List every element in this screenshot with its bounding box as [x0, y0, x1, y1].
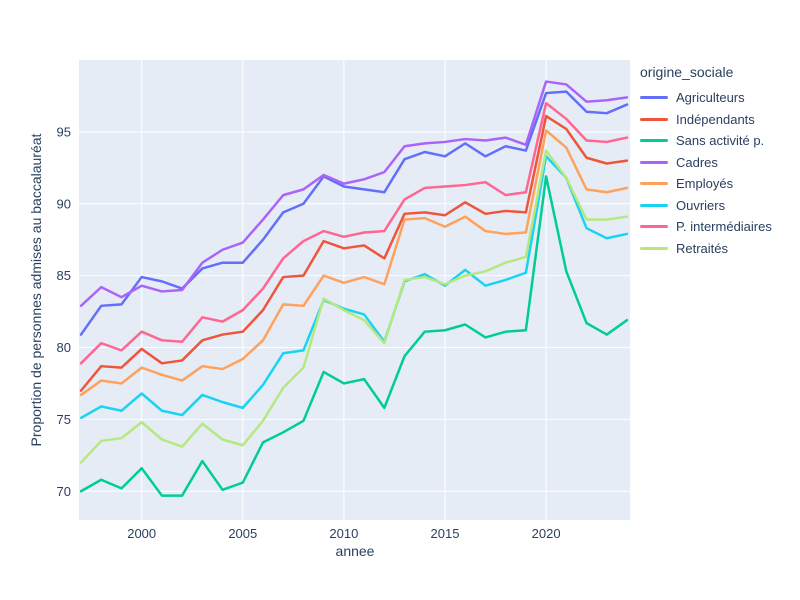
y-tick-label: 85 [57, 268, 71, 283]
legend-items: Agriculteurs Indépendants Sans activité p.… [640, 87, 772, 259]
x-axis-title: annee [335, 543, 375, 559]
x-tick-label: 2010 [329, 526, 358, 541]
series-line-sans-activite-p [79, 175, 629, 497]
legend-item-ouvriers[interactable]: Ouvriers [640, 195, 772, 217]
y-tick-label: 80 [57, 340, 71, 355]
legend-item-independants[interactable]: Indépendants [640, 109, 772, 131]
x-tick-label: 2015 [431, 526, 460, 541]
y-tick-label: 75 [57, 412, 71, 427]
legend-item-label: Cadres [676, 154, 718, 170]
series-line-independants [79, 114, 629, 392]
legend-swatch-line [640, 117, 668, 121]
legend: origine_sociale Agriculteurs Indépendants… [640, 64, 772, 259]
legend-item-p-intermediaires[interactable]: P. intermédiaires [640, 216, 772, 238]
legend-swatch-line [640, 182, 668, 186]
legend-item-label: Retraités [676, 240, 729, 256]
legend-item-label: Employés [676, 176, 734, 192]
legend-swatch-line [640, 160, 668, 164]
legend-item-sans-activite-p[interactable]: Sans activité p. [640, 130, 772, 152]
legend-item-employes[interactable]: Employés [640, 173, 772, 195]
legend-title: origine_sociale [640, 64, 734, 80]
y-tick-label: 90 [57, 196, 71, 211]
y-tick-label: 70 [57, 484, 71, 499]
x-tick-label: 2000 [127, 526, 156, 541]
y-axis-title: Proportion de personnes admises au bacca… [28, 133, 44, 447]
series-line-p-intermediaires [79, 101, 629, 365]
legend-item-agriculteurs[interactable]: Agriculteurs [640, 87, 772, 109]
legend-swatch-line [640, 96, 668, 100]
y-tick-label: 95 [57, 124, 71, 139]
legend-swatch-line [640, 246, 668, 250]
legend-item-retraites[interactable]: Retraités [640, 238, 772, 260]
legend-swatch-line [640, 203, 668, 207]
axis-ticks: 2000 2005 2010 2015 2020 70 75 80 85 90 95 [57, 124, 561, 541]
legend-item-label: P. intermédiaires [676, 219, 772, 235]
x-tick-label: 2005 [228, 526, 257, 541]
series-line-retraites [79, 149, 629, 464]
series-line-ouvriers [79, 155, 629, 420]
plot-area [79, 60, 630, 520]
legend-swatch-line [640, 225, 668, 229]
legend-item-label: Indépendants [676, 111, 755, 127]
legend-item-label: Ouvriers [676, 197, 726, 213]
legend-item-label: Sans activité p. [676, 133, 765, 149]
legend-item-label: Agriculteurs [676, 90, 745, 106]
legend-swatch-line [640, 139, 668, 143]
series-lines [79, 80, 629, 497]
legend-item-cadres[interactable]: Cadres [640, 152, 772, 174]
series-line-employes [79, 129, 629, 397]
series-line-cadres [79, 80, 629, 308]
series-line-agriculteurs [79, 90, 629, 336]
x-tick-label: 2020 [532, 526, 561, 541]
